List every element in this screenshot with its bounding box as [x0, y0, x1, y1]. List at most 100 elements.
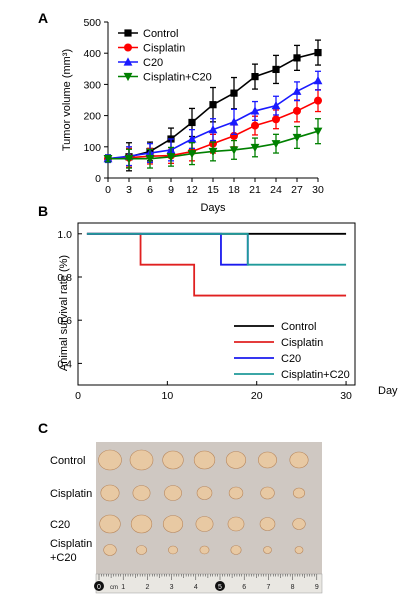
- a-series-3: [103, 118, 323, 169]
- survival-chart: 1.0 0.8 0.6 0.4 0 10 20 30 Control Cisplatin C20 C…: [57, 222, 398, 402]
- a-data-point: [145, 155, 155, 164]
- ruler-number: 1: [121, 584, 125, 591]
- a-data-point: [251, 73, 259, 81]
- tumor-specimen: [130, 514, 153, 534]
- tumor-specimen: [294, 546, 304, 554]
- b-y-tick-label: 0.6: [57, 315, 72, 327]
- tumor-specimen: [292, 518, 306, 530]
- tumor-specimen: [193, 450, 216, 470]
- tumor-specimen: [162, 515, 184, 533]
- ruler-unit: cm: [110, 585, 118, 591]
- a-xlabel: Days: [200, 202, 226, 214]
- photo-row-label: Cisplatin: [50, 488, 92, 500]
- b-y-tick-label: 0.4: [57, 358, 72, 370]
- b-xlabel: Day: [378, 385, 398, 397]
- photo-row-label: +C20: [50, 552, 77, 564]
- ruler-number: 7: [266, 584, 270, 591]
- panel-label-c: C: [38, 420, 49, 436]
- b-legend-label: Control: [281, 321, 316, 333]
- b-legend-label: Cisplatin: [281, 337, 323, 349]
- b-ylabel: Animal survival rate (%): [58, 255, 70, 371]
- tumor-specimen: [263, 546, 272, 554]
- a-x-tick-label: 24: [270, 184, 282, 196]
- b-plot-frame: [77, 222, 356, 386]
- a-data-point: [272, 115, 280, 124]
- a-y-tick-label: 400: [83, 48, 101, 60]
- a-y-tick-label: 300: [83, 79, 101, 91]
- b-y-tick-label: 1.0: [57, 229, 72, 241]
- b-x-tick-label: 30: [340, 390, 352, 402]
- a-data-point: [208, 147, 218, 157]
- a-data-point: [229, 146, 239, 155]
- a-data-point: [271, 140, 281, 149]
- a-data-point: [292, 86, 302, 95]
- a-data-point: [123, 57, 133, 66]
- a-data-point: [313, 76, 323, 85]
- a-data-point: [229, 117, 239, 126]
- a-legend-label: Cisplatin: [143, 43, 185, 55]
- a-y-tick-label: 100: [83, 142, 101, 154]
- a-data-point: [123, 72, 133, 82]
- a-data-point: [272, 65, 280, 74]
- ruler-strip: [95, 573, 323, 594]
- tumor-specimen: [257, 451, 277, 469]
- a-data-point: [314, 96, 322, 105]
- tumor-specimen: [162, 450, 184, 470]
- tumor-specimen: [289, 451, 309, 469]
- a-legend-label: Cisplatin+C20: [143, 72, 212, 84]
- tumor-specimen: [195, 516, 214, 532]
- a-x-tick-label: 30: [312, 184, 324, 196]
- b-x-tick-label: 10: [162, 390, 174, 402]
- a-x-tick-label: 6: [147, 184, 153, 196]
- ruler-dot-marker: [215, 581, 225, 591]
- photo-row-label: Control: [50, 455, 85, 467]
- tumor-specimen: [292, 487, 306, 499]
- a-y-tick-label: 500: [83, 17, 101, 29]
- tumor-specimen: [99, 514, 121, 534]
- tumor-specimen: [103, 544, 117, 556]
- panel-label-a: A: [38, 10, 49, 26]
- a-data-point: [187, 150, 197, 159]
- a-data-point: [293, 106, 301, 115]
- photo-row-label: Cisplatin: [50, 538, 92, 550]
- ruler-number: 9: [315, 584, 319, 591]
- tumor-specimen: [164, 485, 182, 501]
- b-legend-label: C20: [281, 353, 301, 365]
- tumor-specimen: [199, 545, 210, 555]
- a-data-point: [188, 118, 196, 127]
- b-series-line: [86, 232, 347, 266]
- ruler-number: 5: [218, 584, 222, 591]
- tumor-specimen: [132, 485, 151, 501]
- tumor-volume-chart: 0 100 200 300 400 500 0 3 6 9 12 15 18 21 24 27 30 Contr…: [61, 17, 324, 214]
- a-data-point: [209, 101, 217, 109]
- b-series-line: [86, 232, 249, 266]
- b-x-tick-label: 20: [251, 390, 263, 402]
- a-data-point: [251, 121, 259, 130]
- photo-row-label: C20: [50, 519, 70, 531]
- a-data-point: [166, 153, 176, 162]
- tumor-specimen: [196, 486, 213, 500]
- ruler-number: 4: [194, 584, 198, 591]
- tumor-specimen: [136, 545, 147, 555]
- a-data-point: [124, 29, 132, 37]
- tumor-specimen: [230, 545, 242, 555]
- tumor-specimen: [225, 451, 247, 469]
- a-data-point: [314, 48, 322, 57]
- a-x-tick-label: 9: [168, 184, 174, 196]
- a-data-point: [230, 89, 238, 97]
- a-data-point: [271, 101, 281, 110]
- tumor-specimen: [98, 449, 122, 471]
- a-data-point: [250, 106, 260, 115]
- tumor-specimen: [168, 545, 178, 555]
- a-data-point: [313, 127, 323, 136]
- tumor-specimen: [259, 517, 276, 531]
- a-data-point: [250, 143, 260, 153]
- b-y-tick-label: 0.8: [57, 272, 72, 284]
- a-x-tick-label: 27: [291, 184, 303, 196]
- ruler-number: 0: [97, 584, 101, 591]
- a-data-point: [293, 54, 301, 62]
- a-data-point: [124, 43, 132, 52]
- panel-label-b: B: [38, 203, 49, 219]
- a-data-point: [208, 125, 218, 134]
- a-legend-label: C20: [143, 57, 163, 69]
